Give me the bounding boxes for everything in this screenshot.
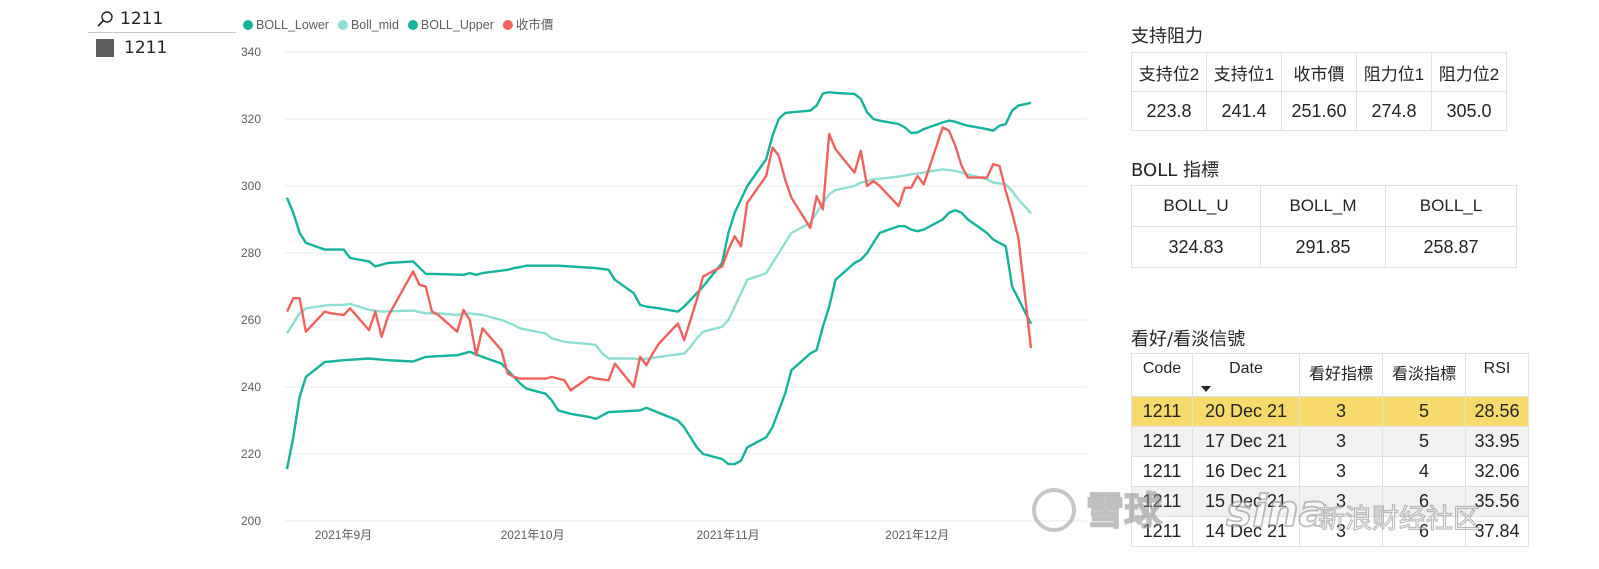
- legend-marker: [502, 20, 513, 30]
- legend-marker: [407, 20, 418, 30]
- sig-cell: 1211: [1131, 486, 1193, 517]
- slicer-item-label: 1211: [124, 38, 168, 58]
- series-line-Boll_mid: [285, 168, 1032, 361]
- sig-cell: 14 Dec 21: [1192, 516, 1300, 547]
- boll-header[interactable]: BOLL_U: [1131, 185, 1261, 227]
- sig-cell: 3: [1299, 426, 1383, 457]
- sig-header-date[interactable]: Date: [1192, 353, 1300, 397]
- sig-cell: 33.95: [1465, 426, 1529, 457]
- sig-cell: 35.56: [1465, 486, 1529, 517]
- sig-header-bearish[interactable]: 看淡指標: [1382, 353, 1466, 397]
- sr-header[interactable]: 收市價: [1281, 52, 1357, 92]
- support-resistance-table: 支持位2 支持位1 收市價 阻力位1 阻力位2 223.8 241.4 251.…: [1131, 52, 1507, 131]
- y-tick-label: 280: [241, 246, 261, 260]
- sig-cell: 15 Dec 21: [1192, 486, 1300, 517]
- sig-cell: 3: [1299, 396, 1383, 427]
- legend-label: Boll_mid: [351, 18, 399, 32]
- sig-cell: 6: [1382, 486, 1466, 517]
- x-tick-label: 2021年11月: [696, 528, 759, 542]
- slicer-search-value: 1211: [120, 9, 164, 29]
- legend-label: BOLL_Lower: [256, 18, 329, 32]
- sr-value: 274.8: [1356, 91, 1432, 131]
- sig-cell: 3: [1299, 516, 1383, 547]
- slicer-search-box[interactable]: 1211: [88, 6, 236, 33]
- slicer-item-1211[interactable]: 1211: [88, 35, 236, 61]
- boll-value: 291.85: [1260, 226, 1386, 268]
- boll-title: BOLL 指標: [1131, 160, 1219, 181]
- sr-value: 241.4: [1206, 91, 1282, 131]
- sig-cell: 6: [1382, 516, 1466, 547]
- boll-value: 258.87: [1385, 226, 1517, 268]
- sig-cell: 1211: [1131, 426, 1193, 457]
- table-row[interactable]: 1211 15 Dec 21 3 6 35.56: [1131, 486, 1529, 517]
- sig-header-bullish[interactable]: 看好指標: [1299, 353, 1383, 397]
- search-icon: [97, 11, 113, 27]
- boll-table: BOLL_U BOLL_M BOLL_L 324.83 291.85 258.8…: [1131, 185, 1517, 268]
- support-resistance-title: 支持阻力: [1131, 26, 1203, 47]
- y-tick-label: 300: [241, 179, 261, 193]
- series-line-收市價: [285, 126, 1033, 392]
- y-tick-label: 220: [241, 447, 261, 461]
- sig-cell: 5: [1382, 426, 1466, 457]
- sort-desc-icon: [1201, 386, 1211, 392]
- sig-cell: 3: [1299, 456, 1383, 487]
- x-tick-label: 2021年9月: [315, 528, 372, 542]
- sig-cell: 17 Dec 21: [1192, 426, 1300, 457]
- sig-cell: 32.06: [1465, 456, 1529, 487]
- sr-value: 251.60: [1281, 91, 1357, 131]
- y-tick-label: 320: [241, 112, 261, 126]
- x-tick-label: 2021年10月: [501, 528, 565, 542]
- sr-value: 223.8: [1131, 91, 1207, 131]
- legend-label: BOLL_Upper: [421, 18, 494, 32]
- boll-header[interactable]: BOLL_L: [1385, 185, 1517, 227]
- table-row[interactable]: 1211 16 Dec 21 3 4 32.06: [1131, 456, 1529, 487]
- sr-value: 305.0: [1431, 91, 1507, 131]
- sig-cell: 20 Dec 21: [1192, 396, 1300, 427]
- boll-value: 324.83: [1131, 226, 1261, 268]
- boll-header[interactable]: BOLL_M: [1260, 185, 1386, 227]
- y-tick-label: 200: [241, 514, 261, 528]
- y-tick-label: 240: [241, 380, 261, 394]
- sig-cell: 5: [1382, 396, 1466, 427]
- sr-header[interactable]: 阻力位1: [1356, 52, 1432, 92]
- legend-marker: [337, 20, 348, 30]
- series-line-BOLL_Lower: [285, 208, 1033, 470]
- legend-marker: [243, 20, 253, 30]
- sig-cell: 1211: [1131, 516, 1193, 547]
- sig-header-date-label: Date: [1229, 360, 1263, 377]
- sr-header[interactable]: 阻力位2: [1431, 52, 1507, 92]
- table-row[interactable]: 1211 20 Dec 21 3 5 28.56: [1131, 396, 1529, 427]
- table-row[interactable]: 1211 14 Dec 21 3 6 37.84: [1131, 516, 1529, 547]
- table-row[interactable]: 1211 17 Dec 21 3 5 33.95: [1131, 426, 1529, 457]
- y-tick-label: 340: [241, 45, 261, 59]
- sig-cell: 1211: [1131, 396, 1193, 427]
- legend-label: 收市價: [516, 17, 554, 32]
- code-slicer: 1211 1211: [88, 6, 236, 61]
- signals-title: 看好/看淡信號: [1131, 329, 1246, 350]
- sig-cell: 1211: [1131, 456, 1193, 487]
- series-line-BOLL_Upper: [285, 91, 1032, 313]
- sig-header-code[interactable]: Code: [1131, 353, 1193, 397]
- sig-cell: 28.56: [1465, 396, 1529, 427]
- sr-header[interactable]: 支持位2: [1131, 52, 1207, 92]
- sig-cell: 4: [1382, 456, 1466, 487]
- sig-cell: 16 Dec 21: [1192, 456, 1300, 487]
- bollinger-line-chart: 200 220 240 260 280 300 320 340 2021年9月 2021年10月 2…: [241, 17, 1087, 542]
- sig-cell: 37.84: [1465, 516, 1529, 547]
- x-tick-label: 2021年12月: [885, 528, 949, 542]
- y-tick-label: 260: [241, 313, 261, 327]
- slicer-checkbox[interactable]: [96, 39, 114, 57]
- signals-table: Code Date 看好指標 看淡指標 RSI 1211 20 Dec 21 3…: [1131, 353, 1529, 547]
- sig-cell: 3: [1299, 486, 1383, 517]
- sig-header-rsi[interactable]: RSI: [1465, 353, 1529, 397]
- sr-header[interactable]: 支持位1: [1206, 52, 1282, 92]
